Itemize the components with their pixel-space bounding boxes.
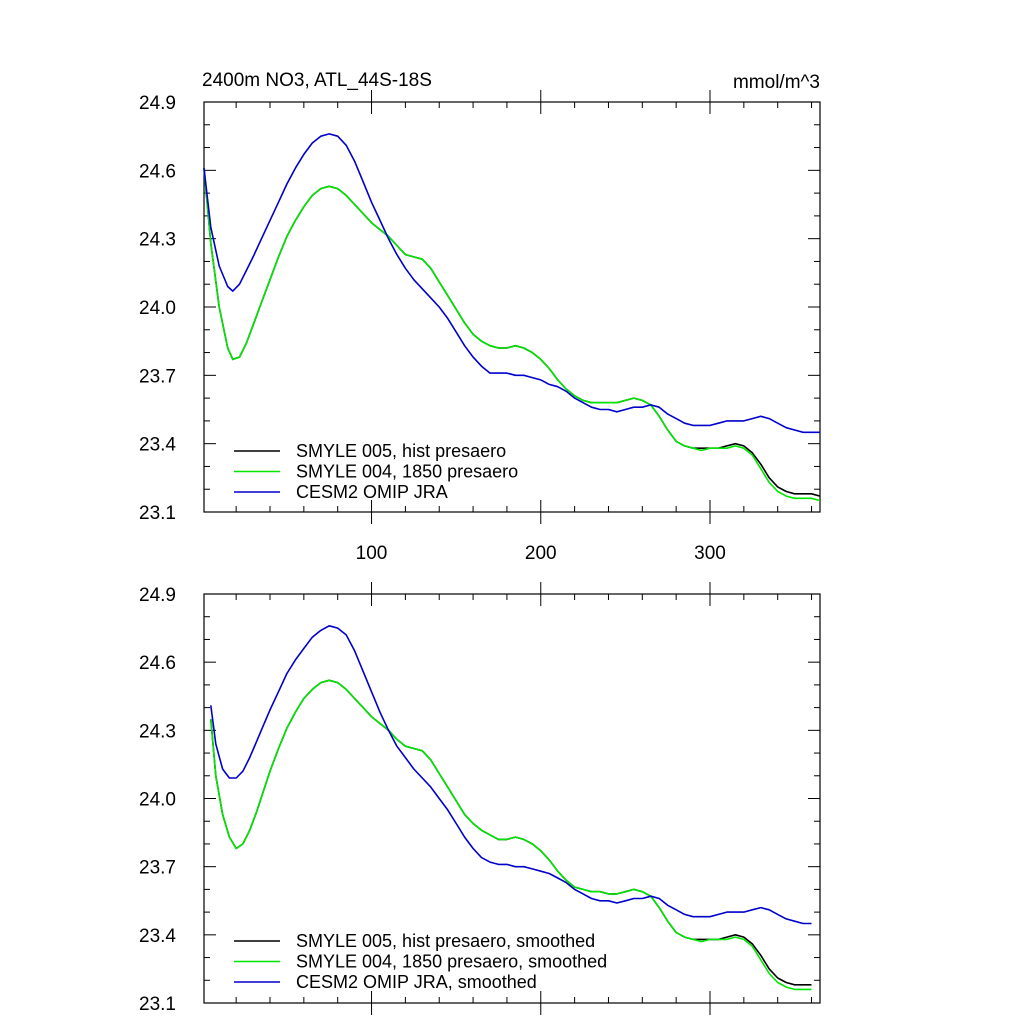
y-tick-label: 24.9 bbox=[139, 585, 176, 606]
series-line bbox=[210, 679, 812, 991]
series-line bbox=[210, 624, 812, 925]
panel-bottom: 23.1 23.4 23.7 24.0 24.3 24.6 24.9 SMYLE 005, h… bbox=[139, 582, 821, 1015]
legend-label: SMYLE 004, 1850 presaero bbox=[296, 462, 518, 482]
y-tick-label: 24.3 bbox=[139, 721, 176, 742]
y-tick-label: 23.1 bbox=[139, 994, 176, 1015]
legend-label: SMYLE 004, 1850 presaero, smoothed bbox=[296, 952, 607, 972]
chart-units: mmol/m^3 bbox=[733, 72, 820, 93]
legend-label: SMYLE 005, hist presaero bbox=[296, 441, 506, 461]
y-tick-label: 24.0 bbox=[139, 790, 176, 811]
y-tick-label: 24.6 bbox=[139, 161, 176, 182]
y-tick-label: 24.6 bbox=[139, 653, 176, 674]
y-tick-label: 23.7 bbox=[139, 366, 176, 387]
y-tick-label: 24.9 bbox=[139, 93, 176, 114]
chart-title: 2400m NO3, ATL_44S-18S bbox=[202, 70, 432, 91]
y-tick-label: 24.3 bbox=[139, 230, 176, 251]
y-tick-label: 23.4 bbox=[139, 435, 176, 456]
x-tick-label: 100 bbox=[356, 543, 388, 564]
legend-label: SMYLE 005, hist presaero, smoothed bbox=[296, 931, 595, 951]
y-tick-label: 24.0 bbox=[139, 298, 176, 319]
series-line bbox=[203, 168, 821, 502]
panel-top: 23.1 23.4 23.7 24.0 24.3 24.6 24.9 100 200 300 SMY… bbox=[139, 90, 821, 564]
x-tick-label: 200 bbox=[525, 543, 557, 564]
x-tick-label: 300 bbox=[694, 543, 726, 564]
y-tick-label: 23.1 bbox=[139, 503, 176, 524]
series-line bbox=[203, 133, 820, 434]
legend-label: CESM2 OMIP JRA, smoothed bbox=[296, 972, 537, 992]
legend-label: CESM2 OMIP JRA bbox=[296, 482, 448, 502]
y-tick-label: 23.7 bbox=[139, 858, 176, 879]
y-tick-label: 23.4 bbox=[139, 926, 176, 947]
